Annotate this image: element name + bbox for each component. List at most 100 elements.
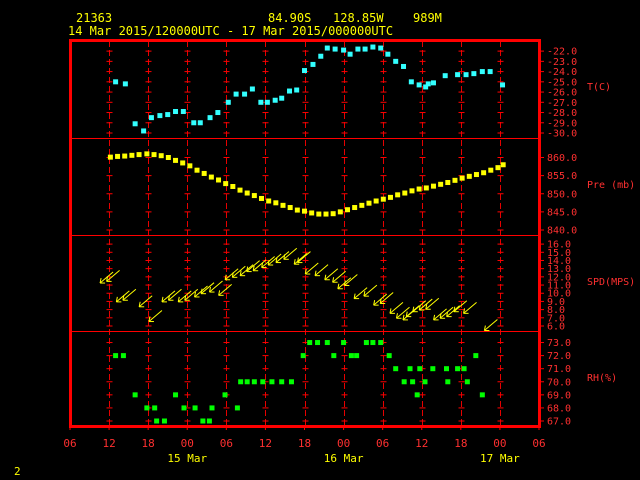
data-point [180,109,186,115]
wind-arrow [106,270,120,282]
data-point [463,72,469,78]
data-point [366,200,372,206]
y-tick-label: -23.0 [547,57,577,68]
y-tick-label: 14.0 [547,256,571,267]
date-label: 17 Mar [480,452,520,465]
data-point [347,51,353,57]
data-point [348,353,354,359]
wind-arrow [209,280,223,293]
data-point [107,154,113,160]
wind-arrow [283,247,298,260]
data-point [158,153,164,159]
data-point [430,366,436,372]
data-point [344,207,350,213]
data-point [132,121,138,127]
data-point [473,172,479,178]
data-point [387,194,393,200]
series-1 [107,151,506,217]
x-tick-label: 18 [298,437,311,450]
data-point [132,392,138,398]
data-point [416,186,422,192]
data-point [370,44,376,50]
wind-arrow-head [439,313,442,319]
data-point [414,392,420,398]
data-point [113,79,119,85]
wind-arrow-head [231,272,234,278]
data-point [157,113,163,119]
y-tick-label: 16.0 [547,240,571,251]
data-point [378,340,384,346]
data-point [452,177,458,183]
data-point [187,163,193,169]
y-tick-label: 67.0 [547,417,571,428]
wind-arrow-head [184,295,187,301]
data-point [337,209,343,215]
data-point [430,183,436,189]
page-number: 2 [14,465,21,478]
data-point [362,46,368,52]
data-point [237,187,243,193]
wind-arrow-head [296,257,299,263]
wind-arrow-head [379,298,382,304]
wind-arrow-head [353,293,356,299]
wind-arrow [252,259,267,272]
wind-arrow [484,319,498,331]
wind-arrow [353,287,368,299]
series-0 [113,44,506,134]
data-point [473,353,479,359]
data-point [201,170,207,176]
data-point [393,58,399,64]
data-point [136,152,142,158]
y-tick-label: 850.0 [547,189,577,200]
data-point [294,87,300,93]
wind-arrow-head [389,308,392,314]
data-point [173,109,179,115]
wind-arrow-head [332,277,335,283]
station-elevation: 989M [413,11,442,25]
x-tick-label: 12 [259,437,272,450]
y-tick-label: 855.0 [547,171,577,182]
data-point [230,184,236,189]
wind-arrow [363,284,378,297]
wind-arrow [122,288,137,301]
wind-arrow-head [405,311,408,317]
y-tick-label: 11.0 [547,281,571,292]
wind-arrow [304,262,319,275]
x-tick-label: 00 [181,437,194,450]
y-tick-label: 840.0 [547,226,577,237]
y-tick-label: 8.0 [547,305,565,316]
data-point [386,353,392,359]
data-point [318,53,324,59]
data-point [302,68,307,74]
y-tick-label: 15.0 [547,248,571,259]
wind-arrow [218,283,232,296]
data-point [408,79,414,85]
data-point [380,196,386,202]
axis-layer: -22.0-23.0-24.0-25.0-26.0-27.0-28.0-29.0… [63,47,635,465]
data-point [161,418,167,424]
data-point [244,190,250,196]
wind-arrow [267,253,282,266]
data-point [173,392,179,398]
data-point [165,155,171,160]
wind-arrow [224,268,239,281]
data-point [370,340,376,346]
wind-arrow [344,274,358,286]
wind-arrow-head [373,300,376,306]
data-point [264,99,270,105]
data-point [373,198,379,204]
data-point [197,120,203,126]
data-point [192,405,198,411]
wind-arrow [116,290,130,303]
panel-label: SPD(MPS) [587,277,635,288]
data-point [481,170,487,176]
wind-arrow-head [252,265,255,271]
wind-arrow [275,251,290,263]
data-point [173,157,179,163]
wind-arrow [418,298,433,311]
wind-arrow [433,308,447,321]
wind-arrow-head [418,304,421,311]
data-point [129,152,135,158]
wind-arrow-head [304,268,307,275]
data-point [294,207,300,213]
